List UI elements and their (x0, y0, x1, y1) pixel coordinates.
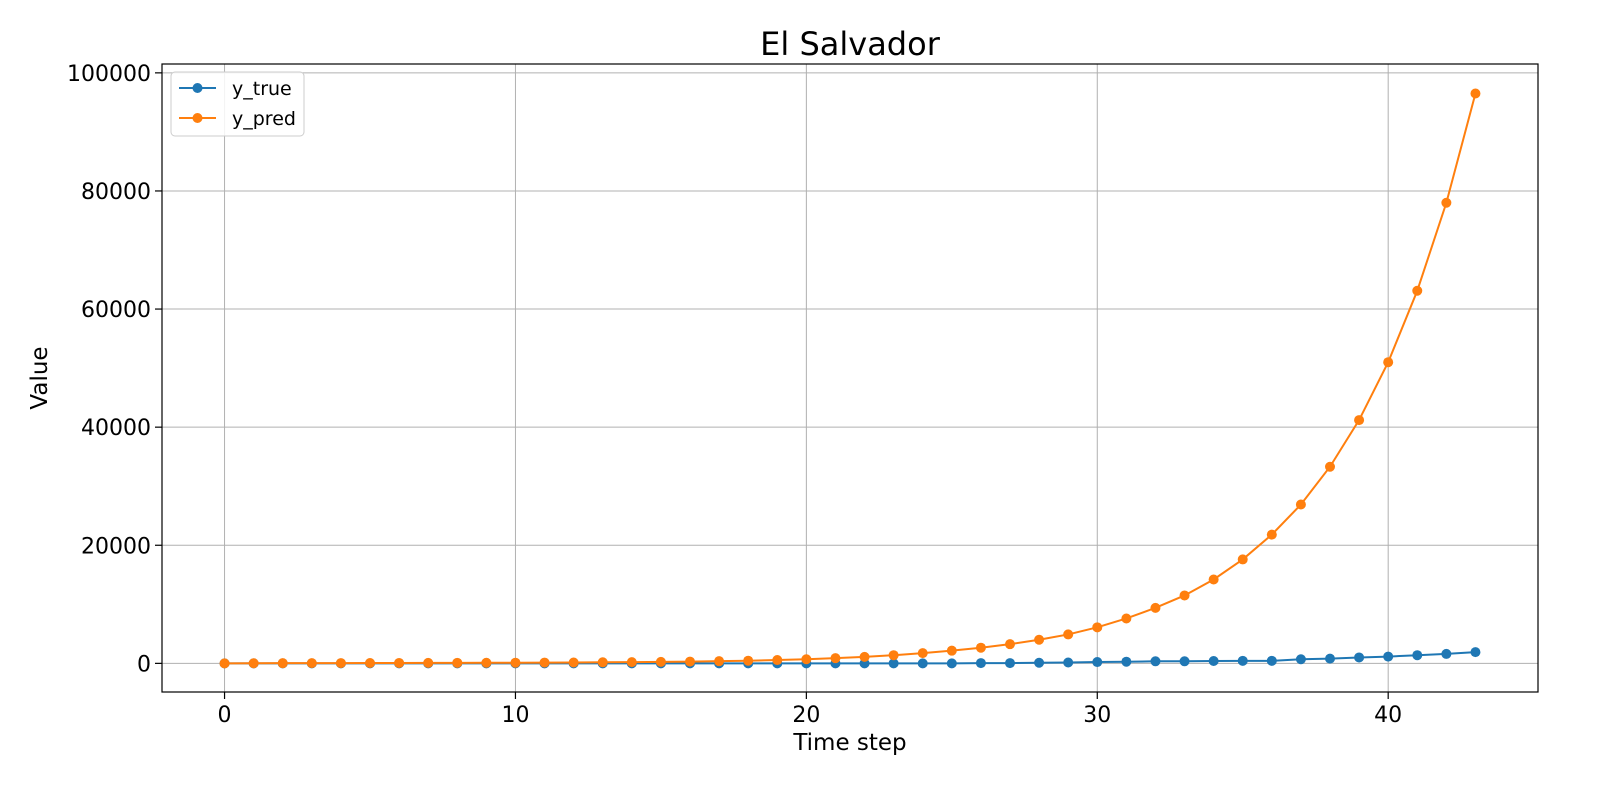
data-point (1383, 651, 1394, 662)
data-point (452, 657, 463, 668)
y-tick-label: 0 (137, 652, 151, 677)
data-point (888, 658, 899, 669)
legend-label: y_pred (232, 108, 296, 130)
data-point (306, 658, 317, 669)
x-tick-label: 0 (218, 703, 232, 728)
data-point (1237, 554, 1248, 565)
data-point (801, 654, 812, 665)
data-point (975, 642, 986, 653)
data-point (1441, 648, 1452, 659)
data-point (1208, 655, 1219, 666)
data-point (1179, 656, 1190, 667)
data-point (1208, 574, 1219, 585)
data-point (1063, 629, 1074, 640)
data-point (1266, 529, 1277, 540)
y-tick-label: 20000 (81, 534, 151, 559)
y-tick-label: 60000 (81, 298, 151, 323)
legend-marker (192, 83, 203, 93)
data-point (597, 657, 608, 668)
data-point (1412, 285, 1423, 296)
data-point (568, 657, 579, 668)
data-point (1354, 415, 1365, 426)
data-point (772, 655, 783, 666)
x-axis-label: Time step (792, 730, 906, 756)
data-point (248, 658, 259, 669)
data-point (685, 656, 695, 667)
data-point (277, 658, 288, 669)
data-point (1092, 657, 1103, 668)
data-point (1150, 602, 1161, 613)
data-point (481, 657, 492, 668)
data-point (1470, 88, 1481, 99)
data-point (1383, 357, 1394, 368)
data-point (1179, 590, 1190, 601)
plot-frame (161, 63, 1539, 693)
data-point (1412, 650, 1423, 661)
data-point (1470, 647, 1481, 658)
data-point (1005, 639, 1015, 650)
y-axis-label: Value (27, 346, 53, 409)
legend: y_true y_pred (170, 71, 305, 137)
data-point (1325, 653, 1335, 664)
chart-title: El Salvador (760, 25, 941, 63)
data-point (1295, 499, 1306, 510)
data-point (539, 657, 550, 668)
data-point (335, 658, 346, 669)
y-tick-label: 100000 (67, 62, 151, 87)
data-point (1034, 657, 1045, 668)
x-tick-label: 30 (1083, 703, 1111, 728)
data-point (219, 658, 230, 669)
data-point (1063, 657, 1074, 668)
data-point (1441, 197, 1452, 208)
grid (162, 64, 1538, 692)
y-axis: 0 20000 40000 60000 80000 100000 (67, 62, 162, 677)
legend-label: y_true (232, 78, 292, 100)
data-point (1092, 622, 1103, 633)
data-point (946, 658, 957, 669)
series-y_pred (219, 88, 1481, 669)
data-point (510, 657, 521, 668)
data-point (1121, 656, 1132, 667)
data-point (946, 645, 957, 656)
data-point (1034, 634, 1045, 645)
data-point (1266, 655, 1277, 666)
data-point (714, 656, 725, 667)
y-tick-label: 80000 (81, 180, 151, 205)
data-point (1295, 654, 1306, 665)
data-point (975, 658, 986, 669)
legend-item: y_true (179, 78, 292, 100)
data-point (1325, 461, 1335, 472)
data-point (1005, 658, 1015, 669)
data-point (626, 657, 637, 668)
data-point (365, 658, 375, 669)
data-point (1237, 655, 1248, 666)
legend-item: y_pred (179, 108, 296, 130)
data-point (917, 648, 928, 659)
data-point (917, 658, 928, 669)
data-point (1121, 613, 1132, 624)
data-point (859, 651, 870, 662)
data-point (423, 657, 434, 668)
data-point (394, 657, 405, 668)
legend-marker (192, 113, 203, 123)
series-layer (219, 88, 1481, 669)
data-point (1150, 656, 1161, 667)
data-point (655, 656, 666, 667)
x-tick-label: 20 (792, 703, 820, 728)
data-point (743, 655, 754, 666)
x-axis: 0 10 20 30 40 (218, 692, 1402, 728)
data-point (830, 653, 841, 664)
x-tick-label: 10 (501, 703, 529, 728)
data-point (1354, 652, 1365, 663)
y-tick-label: 40000 (81, 416, 151, 441)
data-point (888, 650, 899, 661)
x-tick-label: 40 (1374, 703, 1402, 728)
